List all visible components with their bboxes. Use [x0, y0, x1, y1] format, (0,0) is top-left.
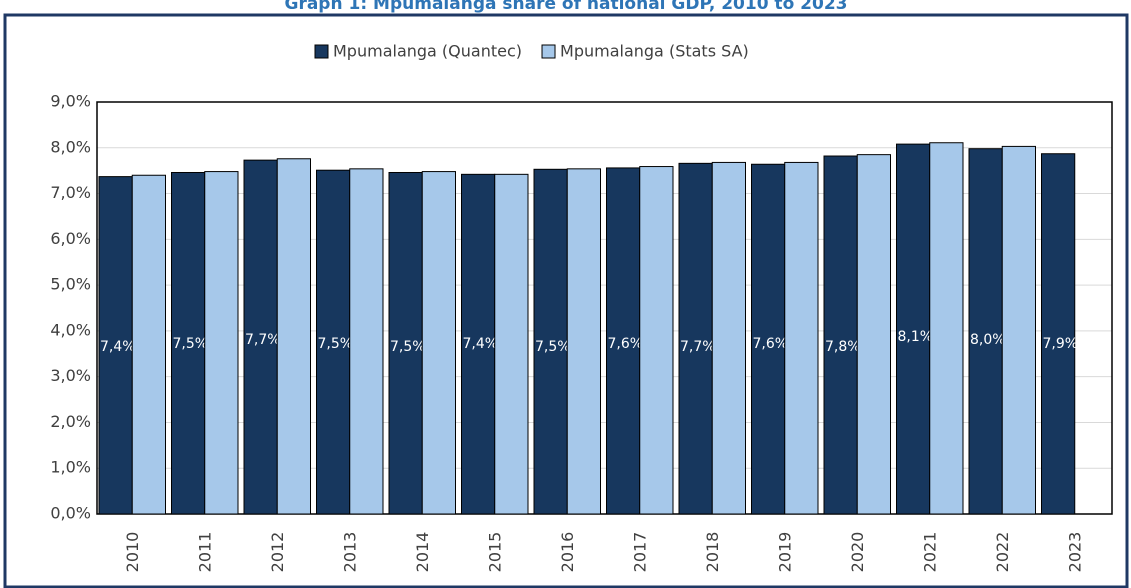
bar	[968, 148, 1003, 515]
chart-title: Graph 1: Mpumalanga share of national GD…	[285, 0, 848, 14]
data-label: 7,5%	[173, 336, 209, 352]
data-label: 7,5%	[390, 339, 426, 355]
bar	[823, 155, 858, 515]
bar	[896, 143, 931, 515]
data-label: 7,9%	[1043, 336, 1079, 352]
x-tick-label: 2011	[195, 532, 214, 573]
bar	[533, 168, 568, 515]
data-label: 7,7%	[680, 339, 716, 355]
data-label: 7,5%	[535, 339, 571, 355]
bar	[98, 176, 133, 515]
data-label: 7,5%	[318, 336, 354, 352]
x-tick-label: 2016	[558, 532, 577, 573]
x-tick-label: 2010	[123, 532, 142, 573]
bar	[639, 166, 674, 515]
bar	[784, 161, 819, 515]
bar	[494, 173, 529, 515]
data-label: 8,0%	[970, 332, 1006, 348]
x-tick-label: 2012	[268, 532, 287, 573]
x-tick-label: 2014	[413, 532, 432, 573]
x-tick-label: 2019	[775, 532, 794, 573]
bar	[421, 171, 456, 515]
bar	[204, 171, 239, 515]
bar	[929, 142, 964, 515]
bar	[1001, 145, 1036, 515]
legend-label: Mpumalanga (Quantec)	[333, 42, 522, 61]
legend-swatch	[314, 44, 329, 59]
data-label: 7,6%	[608, 336, 644, 352]
bar	[751, 163, 786, 515]
y-tick-label: 8,0%	[50, 137, 91, 156]
y-tick-label: 5,0%	[50, 275, 91, 294]
bar	[349, 168, 384, 515]
data-label: 7,6%	[753, 336, 789, 352]
bar	[171, 171, 206, 515]
x-tick-label: 2023	[1065, 532, 1084, 573]
y-tick-label: 7,0%	[50, 183, 91, 202]
y-tick-label: 1,0%	[50, 458, 91, 477]
data-label: 7,4%	[100, 339, 136, 355]
y-tick-label: 0,0%	[50, 504, 91, 523]
y-tick-label: 4,0%	[50, 320, 91, 339]
bar	[566, 168, 601, 515]
bar	[856, 154, 891, 515]
bar	[678, 162, 713, 515]
data-label: 7,7%	[245, 332, 281, 348]
bar	[243, 159, 278, 515]
bar	[131, 174, 166, 515]
data-label: 7,4%	[463, 336, 499, 352]
y-tick-label: 2,0%	[50, 412, 91, 431]
y-tick-label: 9,0%	[50, 92, 91, 111]
x-tick-label: 2018	[703, 532, 722, 573]
x-tick-label: 2015	[485, 532, 504, 573]
legend-swatch	[541, 44, 556, 59]
plot-area	[96, 101, 1113, 515]
bar	[1041, 153, 1076, 515]
x-tick-label: 2022	[993, 532, 1012, 573]
bar	[276, 158, 311, 515]
data-label: 8,1%	[898, 329, 934, 345]
bar	[711, 161, 746, 515]
legend-label: Mpumalanga (Stats SA)	[560, 42, 749, 61]
data-label: 7,8%	[825, 339, 861, 355]
y-tick-label: 6,0%	[50, 229, 91, 248]
x-tick-label: 2017	[630, 532, 649, 573]
y-tick-label: 3,0%	[50, 366, 91, 385]
x-tick-label: 2020	[848, 532, 867, 573]
bar	[316, 169, 351, 515]
x-tick-label: 2021	[920, 532, 939, 573]
x-tick-label: 2013	[340, 532, 359, 573]
